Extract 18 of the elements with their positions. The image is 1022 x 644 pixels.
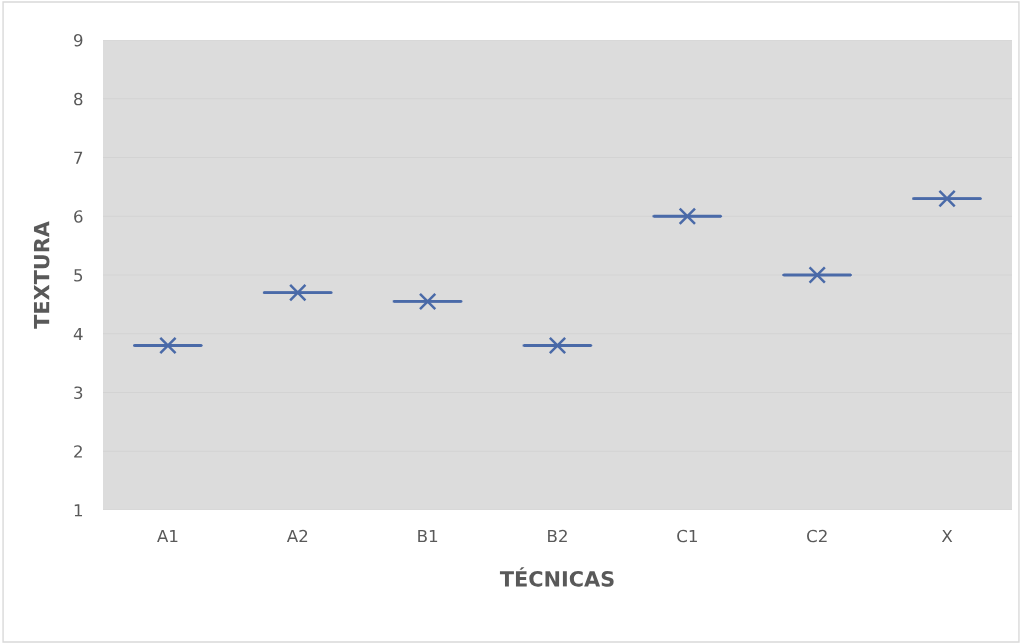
y-tick-label: 1 xyxy=(74,504,83,517)
y-tick-label: 9 xyxy=(74,33,83,47)
x-tick-label: B2 xyxy=(548,529,567,543)
y-tick-label: 8 xyxy=(74,92,83,106)
x-tick-label: C1 xyxy=(677,529,697,543)
x-axis-title: TÉCNICAS xyxy=(499,567,614,587)
y-tick-label: 2 xyxy=(74,445,82,458)
x-tick-label: B1 xyxy=(418,529,438,543)
y-tick-label: 3 xyxy=(74,386,83,400)
x-tick-label: X xyxy=(941,529,953,543)
x-tick-label: A1 xyxy=(157,529,178,543)
x-tick-label: C2 xyxy=(807,529,827,543)
y-tick-label: 7 xyxy=(74,151,83,164)
y-tick-label: 5 xyxy=(74,269,83,282)
y-tick-label: 4 xyxy=(73,327,83,341)
y-tick-label: 6 xyxy=(74,210,83,223)
x-tick-label: A2 xyxy=(286,529,308,543)
y-axis-title: TEXTURA xyxy=(33,221,50,329)
